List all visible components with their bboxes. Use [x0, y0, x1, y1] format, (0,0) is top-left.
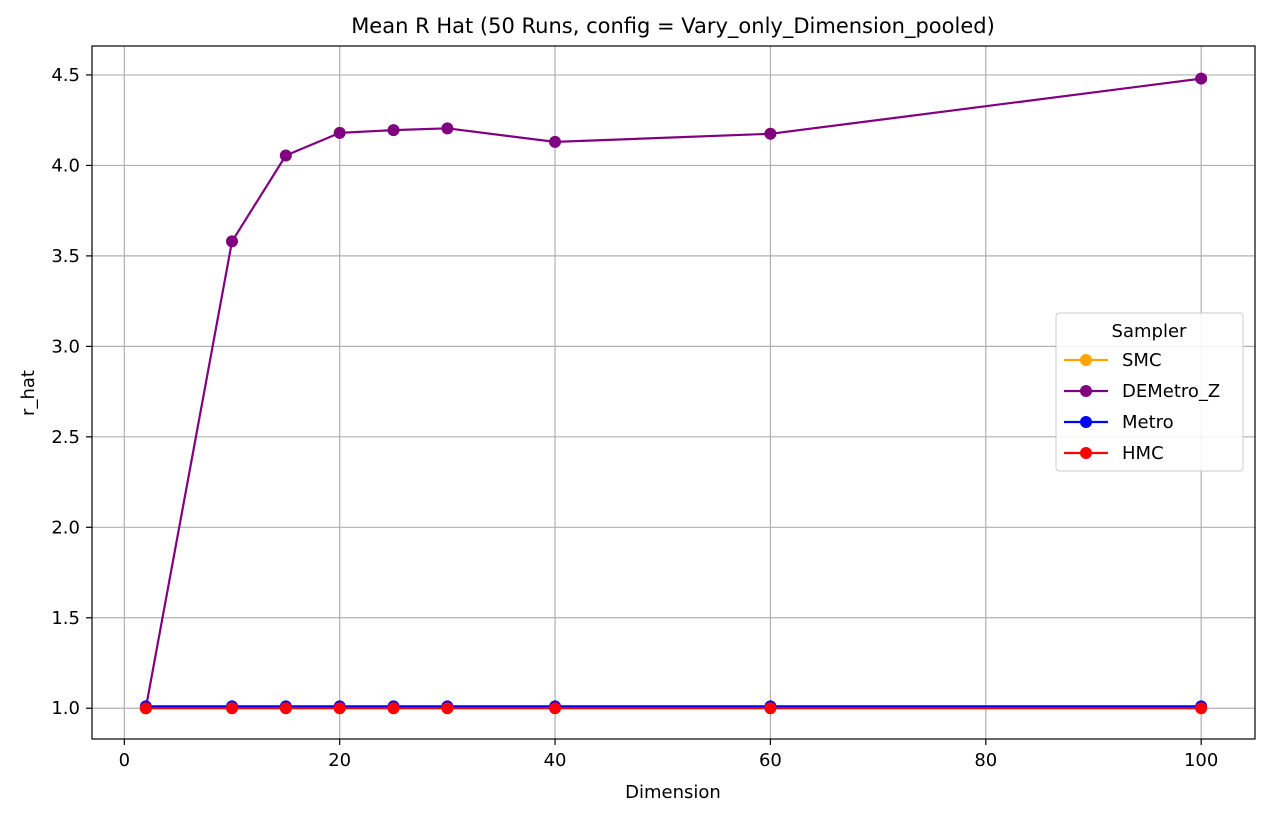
x-tick-label: 80 — [974, 750, 997, 771]
y-tick-label: 4.5 — [51, 65, 80, 86]
series-lines — [139, 72, 1208, 715]
data-point — [441, 702, 454, 715]
data-point — [1195, 72, 1208, 85]
legend-label: HMC — [1122, 443, 1164, 464]
data-point — [549, 702, 562, 715]
legend-label: Metro — [1122, 412, 1174, 433]
chart-title: Mean R Hat (50 Runs, config = Vary_only_… — [351, 14, 995, 39]
x-tick-label: 0 — [119, 750, 130, 771]
legend-label: DEMetro_Z — [1122, 381, 1220, 402]
data-point — [333, 126, 346, 139]
data-point — [139, 702, 152, 715]
y-tick-label: 2.0 — [51, 517, 80, 538]
legend: Sampler SMC DEMetro_Z Metro HMC — [1055, 312, 1244, 472]
data-point — [764, 702, 777, 715]
data-point — [387, 124, 400, 137]
x-axis-label: Dimension — [625, 782, 721, 803]
series-line — [144, 77, 1202, 709]
legend-title: Sampler — [1112, 321, 1187, 342]
axis-ticks: 0 20 40 60 80 100 1.0 1.5 2.0 2.5 3.0 3.5 4.0 4.5 — [51, 65, 1218, 771]
data-point — [225, 702, 238, 715]
x-tick-label: 100 — [1184, 750, 1218, 771]
x-tick-label: 40 — [544, 750, 567, 771]
y-tick-label: 1.0 — [51, 698, 80, 719]
data-point — [333, 702, 346, 715]
data-point — [549, 135, 562, 148]
x-tick-label: 20 — [328, 750, 351, 771]
legend-marker — [1080, 416, 1092, 428]
legend-marker — [1080, 447, 1092, 459]
data-point — [1195, 702, 1208, 715]
y-tick-label: 1.5 — [51, 608, 80, 629]
legend-label: SMC — [1122, 350, 1162, 371]
y-tick-label: 2.5 — [51, 427, 80, 448]
y-tick-label: 3.5 — [51, 246, 80, 267]
data-point — [225, 235, 238, 248]
data-point — [279, 149, 292, 162]
legend-box — [1055, 312, 1244, 472]
plot-area-frame — [91, 45, 1256, 740]
legend-marker — [1080, 385, 1092, 397]
data-point — [764, 127, 777, 140]
y-tick-label: 3.0 — [51, 336, 80, 357]
legend-marker — [1080, 354, 1092, 366]
data-point — [279, 702, 292, 715]
data-point — [387, 702, 400, 715]
data-point — [441, 122, 454, 135]
y-tick-label: 4.0 — [51, 155, 80, 176]
y-axis-label: r_hat — [18, 370, 39, 416]
x-tick-label: 60 — [759, 750, 782, 771]
